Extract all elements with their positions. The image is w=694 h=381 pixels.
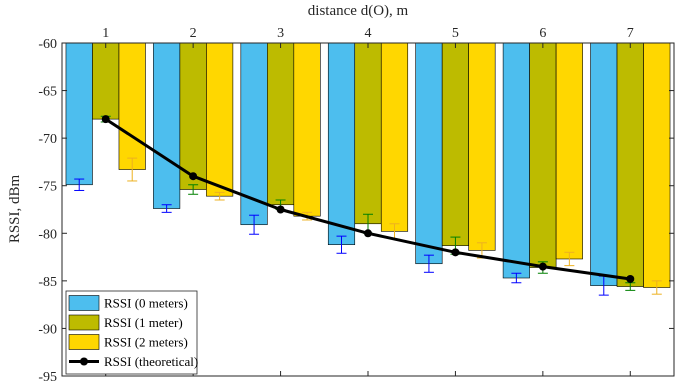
- axes-layer: -60 -65 -70 -75 -80 -85 -90 -95 1 2 3 4 5 6 7: [38, 26, 675, 381]
- y-tick-label: -95: [38, 370, 57, 381]
- bar: [65, 42, 93, 186]
- legend-marker: [80, 357, 88, 366]
- x-axis-label: distance d(O), m: [308, 3, 409, 19]
- theoretical-point: [451, 248, 460, 257]
- bar: [92, 42, 120, 120]
- y-tick-label: -70: [38, 132, 57, 147]
- bar: [555, 42, 583, 260]
- theoretical-point: [101, 115, 110, 124]
- bar: [643, 42, 671, 288]
- bar: [327, 42, 356, 246]
- x-tick-label: 4: [365, 26, 372, 41]
- y-tick-label: -90: [38, 322, 57, 337]
- x-tick-label: 3: [277, 26, 284, 41]
- errorbars-layer: [74, 115, 662, 296]
- x-tick-label: 2: [190, 26, 197, 41]
- bar: [240, 42, 268, 226]
- bar: [590, 42, 618, 286]
- bar: [616, 42, 644, 287]
- bar: [529, 42, 557, 268]
- theoretical-point: [364, 229, 372, 238]
- y-tick-label: -80: [38, 227, 57, 242]
- legend-entry: RSSI (1 meter): [104, 315, 183, 330]
- x-tick-label: 5: [452, 26, 459, 41]
- bar: [441, 42, 469, 246]
- x-tick-label: 1: [102, 26, 109, 41]
- bar: [153, 42, 181, 209]
- bar: [179, 42, 207, 190]
- x-tick-label: 6: [539, 26, 546, 41]
- bar: [502, 42, 530, 279]
- bar: [415, 42, 443, 265]
- legend-swatch: [68, 314, 100, 331]
- bar: [267, 42, 295, 206]
- theoretical-point: [189, 172, 198, 181]
- bar: [293, 42, 321, 217]
- legend-entry: RSSI (2 meters): [104, 335, 188, 350]
- y-tick-label: -60: [38, 37, 57, 52]
- bars-layer: [65, 42, 671, 288]
- theoretical-point: [538, 262, 547, 271]
- legend-entry: RSSI (theoretical): [104, 354, 198, 369]
- bar: [118, 42, 146, 170]
- legend-swatch: [68, 334, 100, 350]
- y-axis-label: RSSI, dBm: [7, 174, 23, 243]
- bar: [206, 42, 234, 197]
- y-tick-label: -75: [38, 180, 57, 195]
- legend-swatch: [68, 295, 100, 311]
- legend-entry: RSSI (0 meters): [104, 296, 188, 311]
- bar: [354, 42, 382, 225]
- legend: RSSI (0 meters) RSSI (1 meter) RSSI (2 met…: [65, 290, 198, 375]
- y-tick-label: -85: [38, 275, 57, 290]
- theoretical-point: [276, 205, 285, 214]
- theoretical-point: [626, 274, 635, 283]
- bar: [468, 42, 496, 251]
- x-tick-label: 7: [627, 26, 634, 41]
- bar: [380, 42, 409, 232]
- y-tick-label: -65: [38, 85, 57, 100]
- theoretical-line-layer: [101, 115, 635, 283]
